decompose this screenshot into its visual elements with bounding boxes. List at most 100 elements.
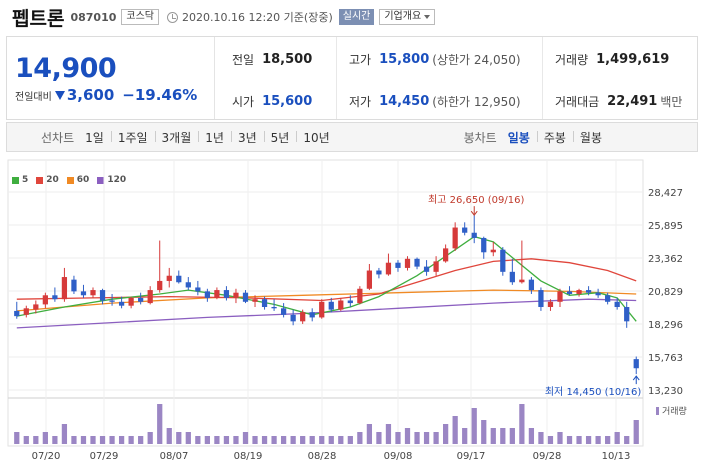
- legend-ma20[interactable]: 20: [36, 175, 59, 185]
- candle: [404, 256, 411, 271]
- candle: [595, 288, 601, 298]
- volume-bar: [328, 436, 334, 444]
- volume-value: 1,499,619: [596, 52, 670, 67]
- stock-header: 펩트론 087010 코스닥 2020.10.16 12:20 기준(장중) 실…: [0, 0, 704, 34]
- candle-body: [214, 290, 220, 298]
- tab-3y[interactable]: 3년: [230, 129, 264, 146]
- volume-bar: [452, 416, 458, 444]
- volume-bar: [109, 436, 115, 444]
- realtime-button[interactable]: 실시간: [338, 9, 375, 25]
- change-percent: −19.46%: [122, 86, 198, 104]
- volume-bar: [195, 436, 201, 444]
- candle-body: [147, 290, 153, 304]
- candle-body: [128, 297, 134, 306]
- y-tick-label: 23,362: [648, 254, 683, 265]
- volume-bar: [33, 436, 39, 444]
- candle: [547, 299, 554, 311]
- volume-bar: [90, 436, 96, 444]
- chart-frame: [7, 159, 644, 447]
- volume-bar: [309, 436, 315, 444]
- tab-monthly[interactable]: 월봉: [572, 129, 609, 146]
- volume-bar: [176, 432, 182, 444]
- candle-body: [519, 279, 525, 283]
- candle-body: [157, 280, 163, 291]
- amount-label: 거래대금: [555, 95, 600, 109]
- prev-close-label: 전일: [232, 53, 255, 67]
- candle: [290, 309, 296, 326]
- stock-code: 087010: [70, 10, 117, 24]
- volume-bar: [423, 432, 430, 444]
- tab-1d[interactable]: 1일: [85, 130, 104, 145]
- candle: [99, 288, 106, 305]
- candle: [528, 277, 535, 294]
- volume-bar: [242, 432, 249, 444]
- candle-body: [576, 290, 582, 294]
- volume-bar: [42, 432, 48, 444]
- volume-bar: [147, 432, 153, 444]
- x-tick-label: 07/29: [90, 451, 119, 462]
- x-tick-label: 09/08: [384, 451, 413, 462]
- tab-10y[interactable]: 10년: [296, 129, 336, 146]
- candle-body: [233, 292, 239, 298]
- volume-bar: [52, 436, 58, 444]
- volume-bar: [138, 436, 144, 444]
- tab-weekly[interactable]: 주봉: [536, 129, 573, 146]
- volume-bar: [61, 424, 68, 444]
- x-tick-label: 08/19: [234, 451, 263, 462]
- candle-body: [433, 261, 439, 272]
- candle-body: [357, 288, 363, 304]
- volume-bar: [366, 424, 373, 444]
- market-badge: 코스닥: [121, 9, 159, 25]
- down-arrow-icon: [54, 90, 65, 100]
- candle-body: [471, 232, 477, 238]
- candle: [61, 267, 68, 302]
- volume-bar: [157, 404, 163, 444]
- volume-bar: [547, 436, 554, 444]
- candle-body: [223, 290, 230, 298]
- volume-bar: [338, 436, 344, 444]
- tab-5y[interactable]: 5년: [263, 129, 297, 146]
- candle-body: [385, 262, 392, 275]
- volume-bar: [624, 436, 630, 444]
- candle-body: [414, 258, 420, 267]
- legend-ma60[interactable]: 60: [66, 175, 89, 185]
- candle: [557, 288, 563, 308]
- candle: [376, 267, 382, 279]
- candle-body: [423, 266, 430, 272]
- volume-bar: [271, 436, 277, 444]
- line-chart-label: 선차트: [41, 130, 75, 145]
- candle-body: [252, 299, 258, 302]
- candle: [157, 240, 163, 293]
- legend-ma120[interactable]: 120: [97, 175, 126, 185]
- volume-bar: [614, 432, 620, 444]
- high-arrow-head: [470, 210, 478, 216]
- volume-bar: [490, 428, 496, 444]
- volume-bar: [223, 436, 230, 444]
- volume-bar: [185, 432, 191, 444]
- volume-bar: [595, 436, 601, 444]
- candle-body: [33, 304, 39, 310]
- amount-cell: 거래대금 22,491 백만: [555, 93, 682, 110]
- volume-bar: [80, 436, 87, 444]
- candle-body: [585, 290, 592, 293]
- candle: [614, 297, 620, 310]
- open-label: 시가: [232, 95, 255, 109]
- tab-3m[interactable]: 3개월: [154, 129, 199, 146]
- candle-body: [404, 258, 411, 268]
- legend-ma5[interactable]: 5: [12, 175, 28, 185]
- candle: [176, 270, 182, 284]
- ma5-line: [16, 235, 637, 322]
- candle: [233, 288, 239, 304]
- open-cell: 시가 15,600: [232, 93, 312, 110]
- candle-body: [462, 227, 468, 233]
- company-overview-dropdown[interactable]: 기업개요: [379, 9, 436, 25]
- amount-value: 22,491: [607, 94, 658, 109]
- tab-daily[interactable]: 일봉: [507, 130, 530, 145]
- candle: [605, 292, 611, 305]
- current-price: 14,900: [15, 53, 117, 84]
- tab-1w[interactable]: 1주일: [110, 129, 155, 146]
- clock-icon: [167, 11, 178, 23]
- tab-1y[interactable]: 1년: [198, 129, 231, 146]
- candle: [576, 288, 582, 297]
- volume-bar: [500, 428, 506, 444]
